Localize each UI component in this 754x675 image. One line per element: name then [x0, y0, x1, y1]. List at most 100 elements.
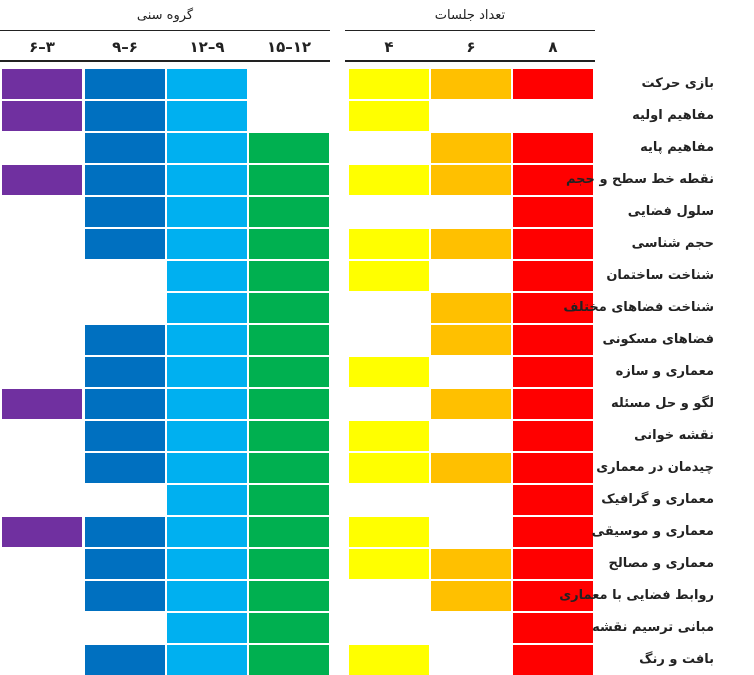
row-label: مبانی ترسیم نقشه	[592, 620, 714, 635]
age-cell	[167, 229, 247, 259]
age-cell	[249, 357, 329, 387]
age-cell	[167, 165, 247, 195]
sessions-cell	[431, 549, 511, 579]
age-column-header: ۶–۹	[112, 38, 138, 56]
sessions-cell	[513, 261, 593, 291]
row-label: مفاهیم اولیه	[632, 108, 714, 123]
sessions-cell	[349, 645, 429, 675]
row-label: فضاهای مسکونی	[602, 332, 714, 347]
sessions-cell	[513, 229, 593, 259]
age-cell	[167, 357, 247, 387]
age-cell	[2, 101, 82, 131]
sessions-cell	[431, 69, 511, 99]
age-cell	[249, 389, 329, 419]
column-header-rule-sessions	[345, 60, 595, 62]
age-cell	[249, 421, 329, 451]
age-cell	[167, 453, 247, 483]
sessions-cell	[349, 517, 429, 547]
age-cell	[249, 453, 329, 483]
age-column-header: ۱۲–۱۵	[266, 38, 312, 56]
age-cell	[249, 613, 329, 643]
row-label: معماری و موسیقی	[591, 524, 714, 539]
age-cell	[249, 325, 329, 355]
age-cell	[167, 101, 247, 131]
row-label: لگو و حل مسئله	[611, 396, 714, 411]
age-column-header: ۹–۱۲	[189, 38, 225, 56]
sessions-cell	[513, 453, 593, 483]
age-cell	[249, 581, 329, 611]
sessions-cell	[513, 581, 593, 611]
sessions-cell	[431, 133, 511, 163]
age-cell	[85, 645, 165, 675]
age-cell	[85, 549, 165, 579]
age-cell	[167, 261, 247, 291]
age-cell	[85, 197, 165, 227]
sessions-cell	[513, 165, 593, 195]
sessions-cell	[431, 293, 511, 323]
age-cell	[85, 453, 165, 483]
sessions-cell	[513, 293, 593, 323]
age-cell	[249, 485, 329, 515]
sessions-cell	[513, 485, 593, 515]
age-cell	[2, 165, 82, 195]
age-column-header: ۳–۶	[29, 38, 55, 56]
sessions-cell	[431, 389, 511, 419]
age-cell	[249, 293, 329, 323]
row-label: چیدمان در معماری	[596, 460, 714, 475]
sessions-cell	[513, 357, 593, 387]
age-cell	[85, 517, 165, 547]
row-label: شناخت فضاهای مختلف	[563, 300, 714, 315]
sessions-cell	[513, 197, 593, 227]
header-underline-sessions	[345, 30, 595, 31]
age-cell	[167, 197, 247, 227]
row-label: معماری و گرافیک	[601, 492, 714, 507]
age-cell	[167, 69, 247, 99]
row-label: سلول فضایی	[627, 204, 714, 219]
column-header-rule-age	[0, 60, 330, 62]
age-cell	[249, 197, 329, 227]
sessions-header: تعداد جلسات	[434, 8, 506, 23]
age-group-header: گروه سنی	[136, 8, 194, 23]
age-cell	[2, 69, 82, 99]
sessions-cell	[431, 581, 511, 611]
age-cell	[249, 517, 329, 547]
sessions-cell	[431, 165, 511, 195]
sessions-cell	[349, 69, 429, 99]
sessions-cell	[513, 325, 593, 355]
age-cell	[85, 133, 165, 163]
age-cell	[249, 165, 329, 195]
row-label: بافت و رنگ	[639, 652, 714, 667]
row-label: شناخت ساختمان	[606, 268, 714, 283]
sessions-cell	[513, 133, 593, 163]
age-cell	[167, 133, 247, 163]
age-cell	[85, 581, 165, 611]
age-cell	[249, 133, 329, 163]
age-cell	[167, 485, 247, 515]
age-cell	[85, 389, 165, 419]
age-cell	[167, 325, 247, 355]
sessions-cell	[513, 517, 593, 547]
row-label: معماری و سازه	[615, 364, 714, 379]
sessions-cell	[513, 69, 593, 99]
sessions-cell	[431, 229, 511, 259]
sessions-cell	[431, 325, 511, 355]
age-cell	[167, 517, 247, 547]
sessions-cell	[349, 165, 429, 195]
age-cell	[2, 517, 82, 547]
sessions-column-header: ۴	[384, 38, 394, 56]
sessions-cell	[513, 549, 593, 579]
header-underline-age	[0, 30, 330, 31]
sessions-column-header: ۶	[466, 38, 476, 56]
age-cell	[249, 549, 329, 579]
age-cell	[167, 613, 247, 643]
age-cell	[85, 229, 165, 259]
sessions-cell	[513, 645, 593, 675]
sessions-cell	[349, 453, 429, 483]
age-cell	[2, 389, 82, 419]
age-cell	[167, 549, 247, 579]
age-cell	[167, 421, 247, 451]
age-cell	[85, 165, 165, 195]
age-cell	[167, 645, 247, 675]
row-label: حجم شناسی	[631, 236, 714, 251]
sessions-cell	[513, 613, 593, 643]
